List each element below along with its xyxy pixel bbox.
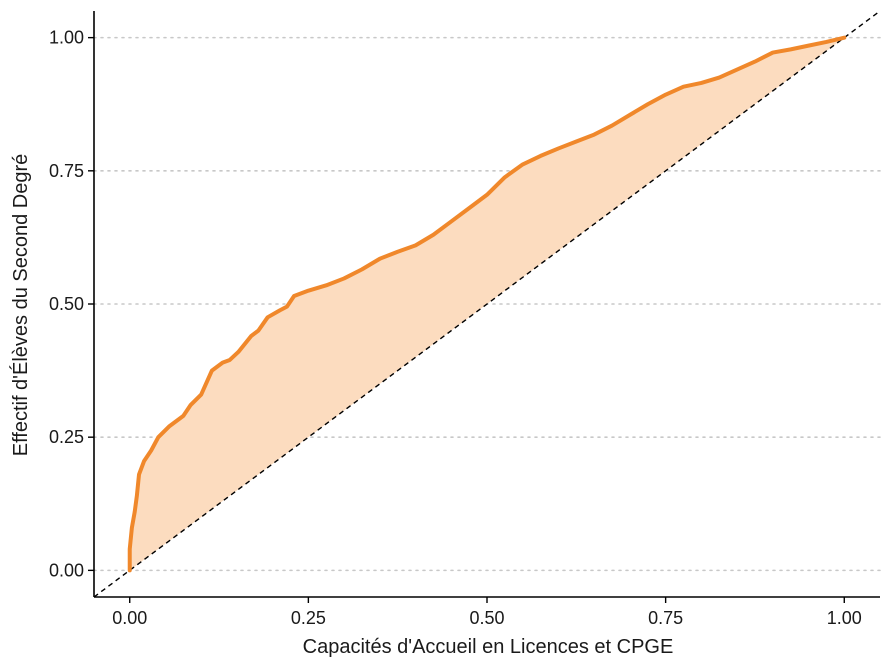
y-tick-label-2: 0.50 [49, 294, 84, 314]
y-tick-label-3: 0.75 [49, 161, 84, 181]
equality-diagonal [93, 10, 881, 598]
y-tick-label-4: 1.00 [49, 28, 84, 48]
reference-line-layer [93, 10, 881, 598]
x-tick-label-4: 1.00 [827, 608, 862, 628]
curve-line [127, 35, 847, 573]
x-tick-label-0: 0.00 [112, 608, 147, 628]
y-axis-title: Effectif d'Élèves du Second Degré [9, 154, 32, 457]
curve-layer [127, 35, 847, 573]
x-tick-label-2: 0.50 [469, 608, 504, 628]
x-tick-label-3: 0.75 [648, 608, 683, 628]
y-ticks: 0.00 0.25 0.50 0.75 1.00 [49, 28, 94, 580]
y-tick-label-0: 0.00 [49, 560, 84, 580]
x-axis-title: Capacités d'Accueil en Licences et CPGE [303, 636, 674, 658]
x-tick-label-1: 0.25 [291, 608, 326, 628]
x-ticks: 0.00 0.25 0.50 0.75 1.00 [112, 597, 862, 628]
y-tick-label-1: 0.25 [49, 427, 84, 447]
